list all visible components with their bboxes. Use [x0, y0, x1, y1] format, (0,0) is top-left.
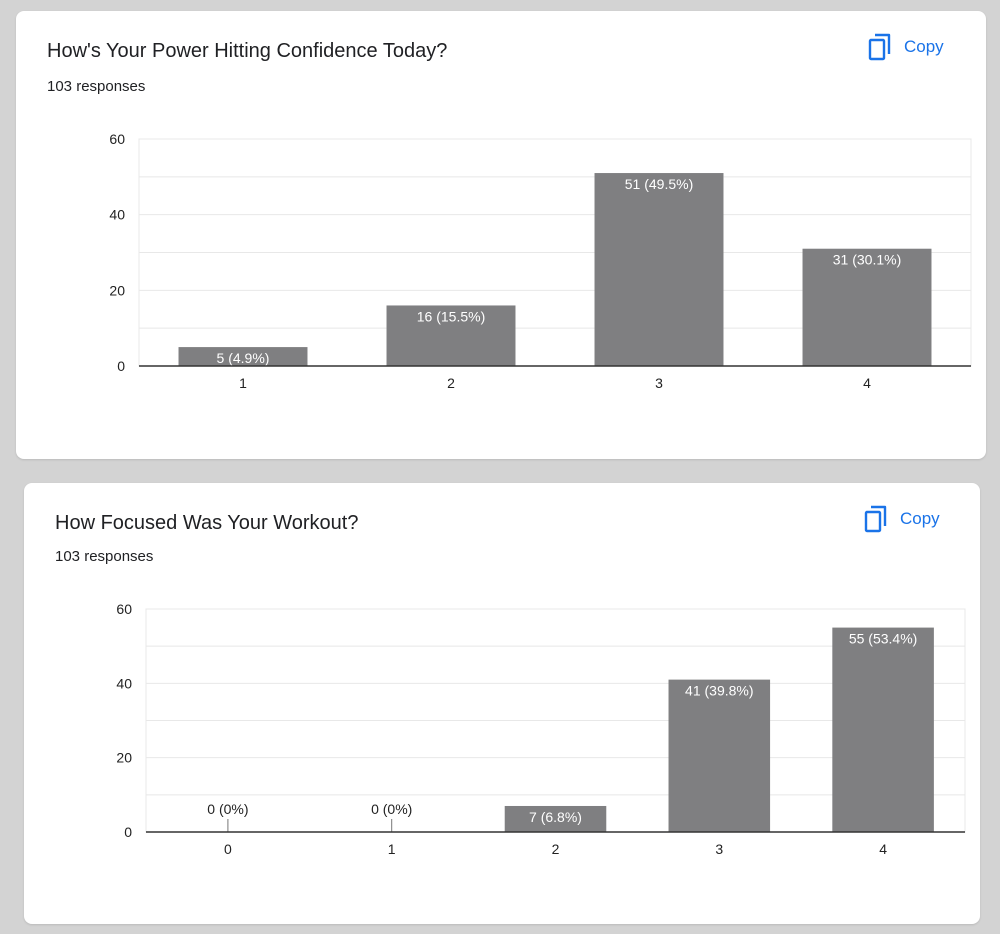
- data-label: 16 (15.5%): [417, 308, 485, 324]
- y-tick-label: 0: [124, 824, 132, 840]
- data-label: 31 (30.1%): [833, 252, 901, 268]
- y-tick-label: 40: [109, 207, 125, 223]
- y-tick-label: 20: [116, 750, 132, 766]
- card-title: How Focused Was Your Workout?: [55, 512, 359, 534]
- x-tick-label: 1: [239, 375, 247, 391]
- response-count: 103 responses: [47, 78, 146, 95]
- data-label: 5 (4.9%): [217, 350, 270, 366]
- bar-3: [668, 679, 771, 832]
- response-count: 103 responses: [55, 548, 154, 565]
- data-label: 7 (6.8%): [529, 809, 582, 825]
- bar-1: [178, 347, 308, 366]
- bar-chart: 0 20 40 60 5 (4.9%) 1 16 (15.5%) 2 51 (49.5%) 3 31…: [109, 131, 972, 391]
- bar-2: [504, 805, 607, 832]
- copy-icon: [864, 505, 888, 533]
- card-title: How's Your Power Hitting Confidence Toda…: [47, 40, 448, 62]
- copy-icon: [868, 33, 892, 61]
- data-label: 51 (49.5%): [625, 176, 693, 192]
- bar-3: [594, 173, 724, 366]
- data-label: 55 (53.4%): [849, 631, 917, 647]
- x-tick-label: 2: [552, 841, 560, 857]
- copy-button[interactable]: Copy: [868, 33, 944, 61]
- data-label: 0 (0%): [207, 801, 248, 817]
- copy-button[interactable]: Copy: [864, 505, 940, 533]
- y-tick-label: 60: [109, 131, 125, 147]
- copy-label: Copy: [904, 37, 944, 56]
- summary-card-workout-focus: How Focused Was Your Workout? 103 respon…: [24, 483, 980, 924]
- summary-card-power-hitting: How's Your Power Hitting Confidence Toda…: [16, 11, 986, 459]
- x-tick-label: 4: [879, 841, 887, 857]
- x-tick-label: 4: [863, 375, 871, 391]
- x-tick-label: 0: [224, 841, 232, 857]
- data-label: 41 (39.8%): [685, 683, 753, 699]
- y-tick-label: 60: [116, 601, 132, 617]
- bar-4: [802, 248, 932, 366]
- x-tick-label: 1: [388, 841, 396, 857]
- bar-4: [832, 627, 934, 832]
- x-tick-label: 3: [715, 841, 723, 857]
- x-tick-label: 3: [655, 375, 663, 391]
- bar-2: [386, 305, 516, 366]
- y-tick-label: 0: [117, 358, 125, 374]
- copy-label: Copy: [900, 509, 940, 528]
- y-tick-label: 40: [116, 675, 132, 691]
- data-label: 0 (0%): [371, 801, 412, 817]
- x-tick-label: 2: [447, 375, 455, 391]
- y-tick-label: 20: [109, 282, 125, 298]
- bar-chart: 0 20 40 60 0 (0%) 0 0 (0%) 1 7 (6.8%) 2 41 (39.8%)…: [116, 601, 966, 857]
